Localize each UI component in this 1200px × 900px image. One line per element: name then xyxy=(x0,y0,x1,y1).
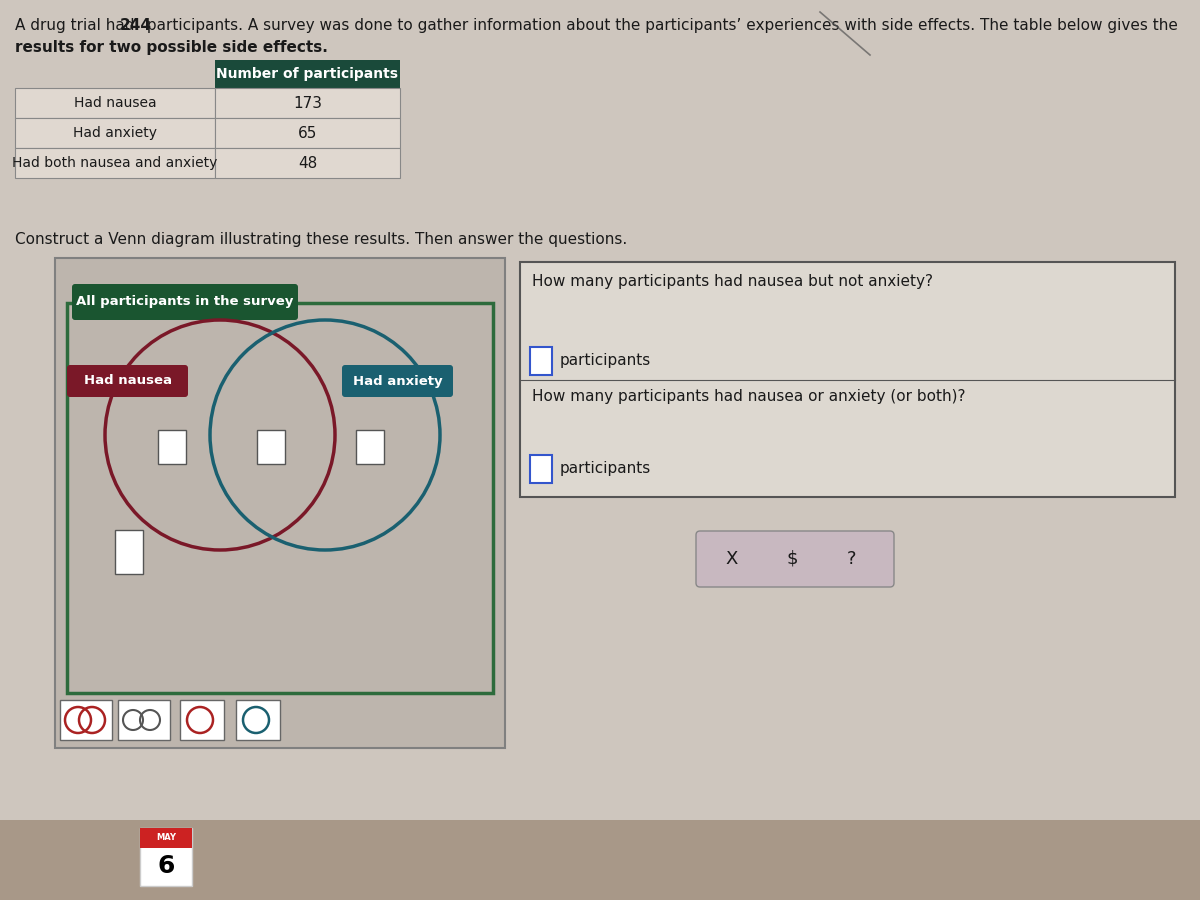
Bar xyxy=(236,700,280,740)
Bar xyxy=(180,700,224,740)
Bar xyxy=(115,530,143,574)
Text: ?: ? xyxy=(847,550,857,568)
FancyBboxPatch shape xyxy=(696,531,894,587)
Text: 48: 48 xyxy=(298,156,317,170)
Bar xyxy=(67,303,493,693)
Bar xyxy=(14,88,215,118)
FancyBboxPatch shape xyxy=(67,365,188,397)
Text: Had nausea: Had nausea xyxy=(84,374,172,388)
Text: X: X xyxy=(726,550,738,568)
Text: participants: participants xyxy=(560,354,652,368)
Bar xyxy=(356,430,384,464)
Text: $: $ xyxy=(786,550,798,568)
Text: participants. A survey was done to gather information about the participants’ ex: participants. A survey was done to gathe… xyxy=(142,18,1178,33)
Bar xyxy=(140,828,192,848)
Bar xyxy=(14,118,215,148)
Text: 6: 6 xyxy=(157,854,175,878)
Text: Number of participants: Number of participants xyxy=(216,67,398,81)
Text: Had anxiety: Had anxiety xyxy=(73,126,157,140)
Bar xyxy=(530,347,552,375)
Text: Had anxiety: Had anxiety xyxy=(353,374,443,388)
Bar xyxy=(215,60,400,88)
Bar xyxy=(530,454,552,482)
Text: results for two possible side effects.: results for two possible side effects. xyxy=(14,40,328,55)
Text: Had nausea: Had nausea xyxy=(73,96,156,110)
Bar xyxy=(60,700,112,740)
Text: A drug trial had: A drug trial had xyxy=(14,18,139,33)
Text: Had both nausea and anxiety: Had both nausea and anxiety xyxy=(12,156,217,170)
Bar xyxy=(215,88,400,118)
Bar xyxy=(118,700,170,740)
Text: 173: 173 xyxy=(293,95,322,111)
Bar xyxy=(14,148,215,178)
Bar xyxy=(215,118,400,148)
Text: How many participants had nausea or anxiety (or both)?: How many participants had nausea or anxi… xyxy=(532,390,966,404)
Text: Construct a Venn diagram illustrating these results. Then answer the questions.: Construct a Venn diagram illustrating th… xyxy=(14,232,628,247)
FancyBboxPatch shape xyxy=(72,284,298,320)
Text: MAY: MAY xyxy=(156,833,176,842)
Text: participants: participants xyxy=(560,461,652,476)
Bar xyxy=(520,262,1175,497)
Bar xyxy=(158,430,186,464)
Bar xyxy=(257,430,286,464)
Text: 65: 65 xyxy=(298,125,317,140)
Bar xyxy=(215,148,400,178)
Text: How many participants had nausea but not anxiety?: How many participants had nausea but not… xyxy=(532,274,934,289)
Text: All participants in the survey: All participants in the survey xyxy=(77,295,294,309)
Bar xyxy=(0,820,1200,900)
Bar xyxy=(140,828,192,886)
Text: 244: 244 xyxy=(120,18,151,33)
FancyBboxPatch shape xyxy=(342,365,454,397)
Bar xyxy=(55,258,505,748)
